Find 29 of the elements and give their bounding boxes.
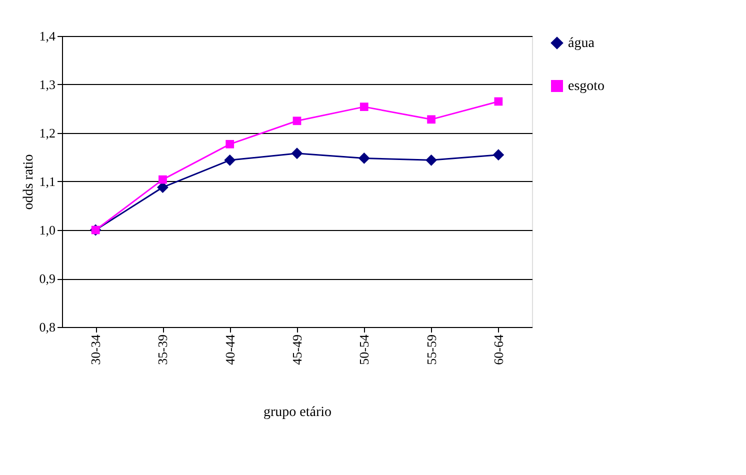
point <box>360 102 368 111</box>
y-tick-label: 1,2 <box>39 126 56 140</box>
y-tick-label: 1,0 <box>39 222 56 238</box>
x-tick-label: 60-64 <box>490 334 506 365</box>
point <box>427 115 436 124</box>
y-tick-label: 1,1 <box>39 174 56 189</box>
x-tick-label: 55-59 <box>424 334 439 365</box>
point <box>291 148 303 160</box>
y-tick-label: 0,8 <box>39 320 56 334</box>
y-tick-label: 0,9 <box>39 271 56 286</box>
x-tick-label: 30-34 <box>88 334 104 365</box>
x-tick-label: 50-54 <box>356 334 372 365</box>
x-axis-title: grupo etário <box>263 404 332 420</box>
y-tick-label: 1,4 <box>39 28 56 44</box>
point <box>426 154 437 166</box>
legend-label: água <box>568 36 596 51</box>
point <box>494 97 503 106</box>
point <box>492 149 504 161</box>
point <box>158 175 167 184</box>
y-tick-label: 1,3 <box>39 77 56 92</box>
x-tick-label: 40-44 <box>222 334 238 365</box>
point <box>292 116 302 126</box>
point <box>358 152 370 164</box>
point <box>226 140 234 148</box>
point <box>224 154 236 166</box>
x-tick-label: 45-49 <box>290 334 304 365</box>
legend-label: esgoto <box>568 79 605 94</box>
y-axis-title: odds ratio <box>21 154 36 210</box>
x-tick-label: 35-39 <box>155 334 170 365</box>
